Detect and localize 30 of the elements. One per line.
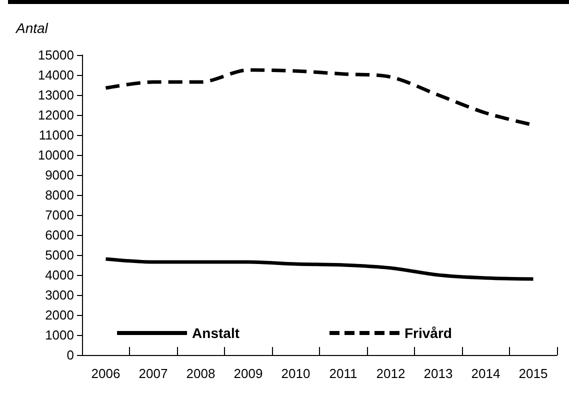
y-tick-label: 0: [66, 348, 74, 362]
y-tick-label: 2000: [45, 308, 74, 322]
y-tick-label: 6000: [45, 228, 74, 242]
x-tick-label: 2008: [186, 366, 216, 381]
y-tick-label: 8000: [45, 188, 74, 202]
y-tick-label: 14000: [38, 68, 74, 82]
x-tick-label: 2011: [329, 366, 358, 381]
y-tick-label: 13000: [38, 88, 74, 102]
y-tick-label: 9000: [45, 168, 74, 182]
x-tick-label: 2014: [471, 366, 500, 381]
x-tick-label: 2009: [234, 366, 263, 381]
y-tick-label: 4000: [45, 268, 74, 282]
y-tick-label: 3000: [45, 288, 74, 302]
y-axis-title: Antal: [15, 20, 49, 36]
y-tick-label: 11000: [38, 128, 74, 142]
y-tick-label: 12000: [38, 108, 74, 122]
x-tick-label: 2006: [91, 366, 120, 381]
y-tick-label: 1000: [45, 328, 74, 342]
line-series: [104, 257, 535, 281]
x-tick-label: 2012: [376, 366, 406, 381]
y-tick-label: 10000: [38, 148, 74, 162]
y-tick-label: 5000: [45, 248, 74, 262]
x-tick-label: 2007: [138, 366, 168, 381]
y-tick-label: 15000: [38, 48, 74, 62]
x-tick-label: 2010: [281, 366, 310, 381]
legend-label: Anstalt: [192, 325, 240, 341]
x-tick-label: 2015: [518, 366, 548, 381]
x-tick-label: 2013: [424, 366, 453, 381]
legend-label: Frivård: [404, 325, 452, 341]
y-tick-label: 7000: [45, 208, 74, 222]
